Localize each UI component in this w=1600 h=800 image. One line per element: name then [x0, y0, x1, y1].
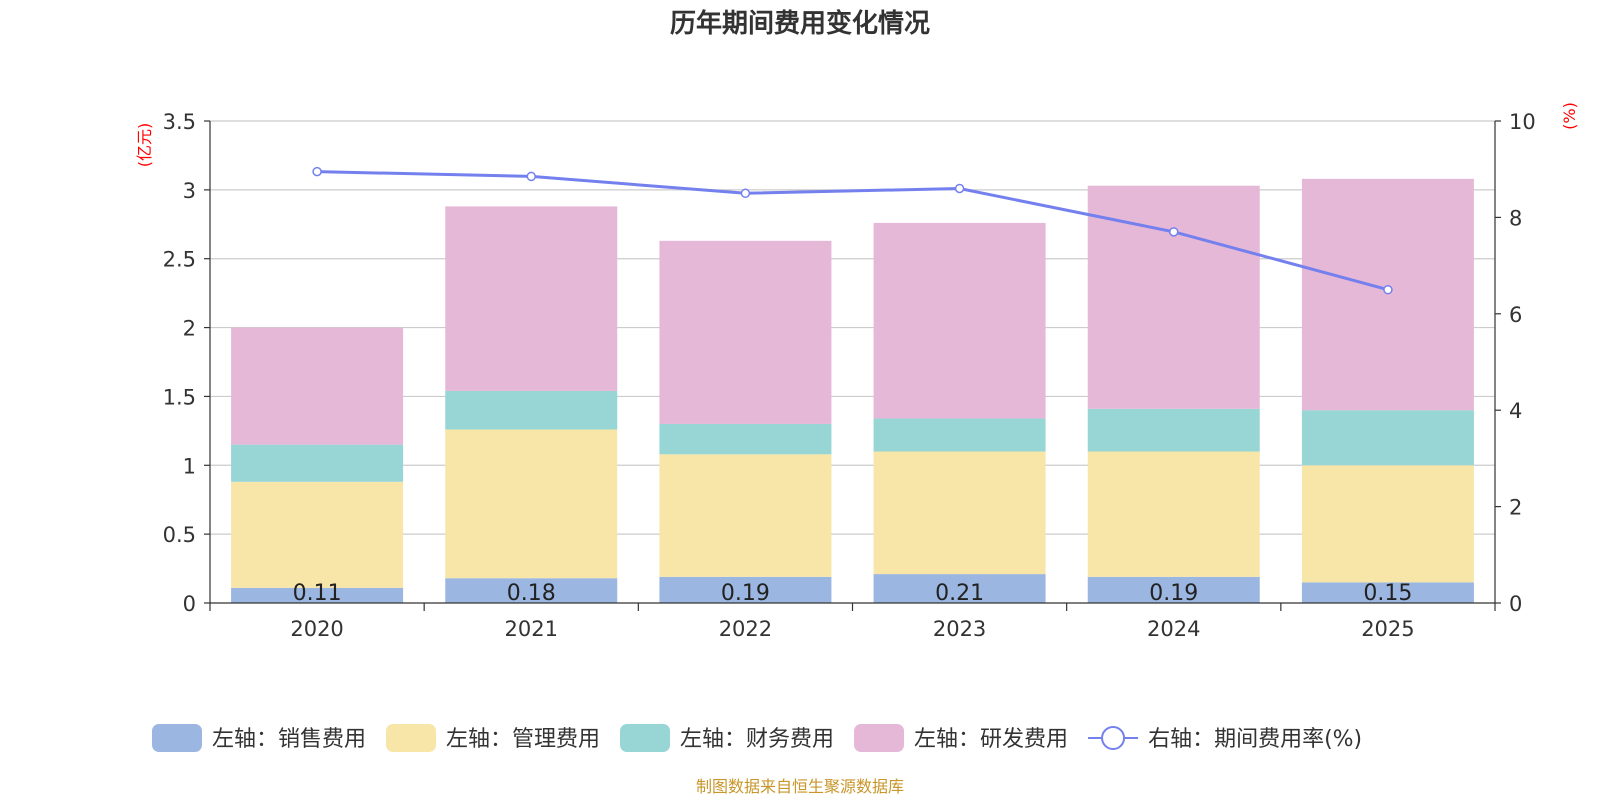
- legend-item-1: 左轴：销售费用: [152, 724, 366, 752]
- bar-data-label: 0.15: [1363, 581, 1412, 606]
- rate-point: [312, 166, 322, 177]
- bar-segment-3-2021: [445, 390, 618, 430]
- bar-segment-1-2021: [445, 578, 618, 603]
- legend-label: 左轴：财务费用: [680, 727, 834, 752]
- bar-data-label: 0.18: [507, 581, 556, 606]
- bar-data-label: 0.21: [935, 581, 984, 606]
- legend-swatch: [854, 724, 905, 752]
- bar-segment-2-2022: [659, 454, 832, 577]
- legend-swatch: [386, 724, 437, 752]
- legend-item-3: 左轴：财务费用: [620, 724, 834, 752]
- right-tick-label: 10: [1509, 110, 1536, 134]
- source-note: 制图数据来自恒生聚源数据库: [696, 777, 904, 796]
- legend-item-4: 左轴：研发费用: [854, 724, 1068, 752]
- bar-segment-2-2024: [1087, 451, 1260, 577]
- bar-segment-3-2025: [1301, 410, 1474, 466]
- bar-segment-4-2020: [231, 327, 404, 445]
- legend-item-5: 右轴：期间费用率(%): [1088, 726, 1362, 752]
- left-axis-unit: (亿元): [135, 123, 154, 168]
- bar-segment-3-2022: [659, 423, 832, 455]
- left-tick-label: 1: [183, 454, 196, 478]
- right-tick-label: 4: [1509, 399, 1522, 423]
- bar-segment-2-2023: [873, 451, 1046, 575]
- rate-point: [1169, 227, 1179, 237]
- right-tick-label: 0: [1509, 592, 1522, 616]
- right-tick-label: 2: [1509, 496, 1522, 520]
- bar-data-label: 0.19: [721, 581, 770, 606]
- left-tick-label: 0: [183, 592, 196, 616]
- x-tick-label: 2021: [505, 617, 558, 641]
- x-tick-label: 2020: [290, 617, 343, 641]
- legend: 左轴：销售费用 左轴：管理费用 左轴：财务费用 左轴：研发费用 右轴：期间费用率(%): [152, 724, 1362, 752]
- bar-segment-4-2023: [873, 222, 1046, 419]
- bar-segment-4-2021: [445, 206, 618, 391]
- bar-segment-4-2025: [1301, 178, 1474, 411]
- legend-swatch: [152, 724, 202, 752]
- legend-item-2: 左轴：管理费用: [386, 724, 600, 752]
- bar-segment-3-2024: [1087, 408, 1260, 452]
- left-tick-label: 2: [183, 317, 196, 341]
- left-tick-label: 1.5: [163, 385, 196, 409]
- left-tick-label: 2.5: [163, 248, 196, 272]
- bar-segment-3-2020: [231, 444, 404, 482]
- bar-segment-4-2024: [1087, 185, 1260, 409]
- x-tick-label: 2022: [719, 617, 772, 641]
- bar-data-label: 0.19: [1149, 581, 1198, 606]
- right-tick-label: 8: [1509, 206, 1522, 230]
- bars: [231, 178, 1474, 603]
- left-tick-label: 0.5: [163, 523, 196, 547]
- bar-data-label: 0.11: [293, 581, 342, 606]
- bar-data-labels: 0.11 0.18 0.19 0.21 0.19 0.15: [293, 581, 1413, 606]
- x-tick-label: 2025: [1361, 617, 1414, 641]
- legend-label: 左轴：销售费用: [212, 727, 366, 752]
- rate-point: [1383, 284, 1393, 295]
- right-tick-label: 6: [1509, 303, 1522, 327]
- rate-point: [954, 183, 965, 194]
- bar-segment-1-2024: [1087, 576, 1260, 603]
- legend-swatch: [620, 724, 671, 752]
- bar-segment-4-2022: [659, 240, 832, 424]
- x-tick-label: 2024: [1147, 617, 1200, 641]
- rate-line: [312, 166, 1393, 295]
- legend-label: 左轴：管理费用: [446, 727, 600, 752]
- legend-label: 右轴：期间费用率(%): [1148, 727, 1362, 752]
- bar-segment-1-2025: [1301, 582, 1474, 603]
- legend-marker: [1101, 726, 1126, 750]
- right-axis-unit: (%): [1560, 102, 1579, 130]
- bar-segment-3-2023: [873, 418, 1046, 452]
- bar-segment-1-2022: [659, 576, 832, 603]
- axes: 0 0.5 1 1.5 2 2.5 3 3.5 0 2 4 6 8 10 (亿元) (%) 2020 2021 20…: [135, 102, 1579, 641]
- bar-segment-1-2023: [873, 574, 1046, 603]
- rate-point: [526, 171, 536, 182]
- rate-point: [740, 188, 751, 199]
- bar-segment-2-2021: [445, 429, 618, 579]
- bar-segment-2-2020: [231, 481, 404, 588]
- chart-title: 历年期间费用变化情况: [670, 8, 930, 39]
- left-tick-label: 3.5: [163, 110, 196, 134]
- left-tick-label: 3: [183, 179, 196, 203]
- legend-label: 左轴：研发费用: [914, 727, 1068, 752]
- bar-segment-1-2020: [231, 587, 404, 603]
- rate-line-path: [317, 170, 1389, 292]
- bar-segment-2-2025: [1301, 465, 1474, 583]
- x-tick-label: 2023: [933, 617, 986, 641]
